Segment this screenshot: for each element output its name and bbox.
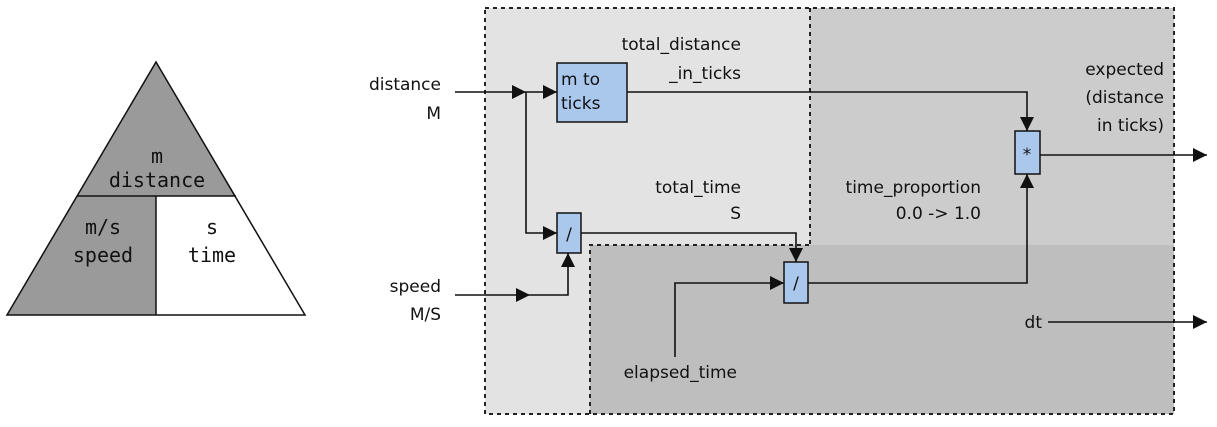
triangle-distance-unit: m [151,144,163,168]
multiply-block-symbol: * [1023,145,1032,165]
triangle-speed-unit: m/s [85,215,121,239]
lower-panel [590,245,1174,414]
divide-block-2-symbol: / [793,274,799,294]
expected-output-line3: in ticks) [1097,116,1164,136]
panels [484,7,1175,415]
formula-triangle: m distance m/s speed s time [5,60,307,316]
outer-panel-border [484,7,1175,415]
triangle-time-label: time [188,243,236,267]
dt-label: dt [1025,313,1043,333]
total-time-label: total_time [655,178,741,198]
distance-input-unit: M [426,104,441,124]
expected-output-line1: expected [1085,60,1164,80]
m-to-ticks-block [556,62,628,123]
speed-input-label: speed [390,277,441,297]
wire-speed-to-divide-1 [530,253,575,296]
wire-distance-to-divide-1 [525,92,557,240]
triangle-time-region [156,196,305,315]
distance-input-label: distance [369,75,441,95]
total-time-unit: S [730,204,741,224]
wire-elapsed-time [674,276,784,357]
total-distance-label-line1: total_distance [622,35,741,55]
speed-input-unit: M/S [410,305,441,325]
triangle-top-region [77,62,236,196]
divide-block-2 [783,261,809,304]
divide-block-1-symbol: / [566,225,572,245]
triangle-speed-label: speed [73,243,133,267]
labels: distance M speed M/S total_distance _in_… [369,35,1164,383]
blocks: m to ticks / / * [556,62,1041,304]
multiply-block [1014,130,1041,175]
m-to-ticks-label-line1: m to [561,70,600,90]
triangle-speed-region [7,196,156,315]
wire-total-time [581,232,803,262]
wires [455,85,1207,357]
lower-panel-border [589,244,810,414]
m-to-ticks-label-line2: ticks [561,94,601,114]
expected-output-line2: (distance [1085,88,1164,108]
total-distance-label-line2: _in_ticks [668,64,741,84]
triangle-time-unit: s [206,215,218,239]
triangle-distance-label: distance [109,168,205,192]
wire-time-proportion [808,174,1034,284]
wire-total-distance-in-ticks [627,91,1034,131]
divide-block-1 [556,212,582,254]
time-proportion-label: time_proportion [846,178,981,198]
time-proportion-range: 0.0 -> 1.0 [896,204,981,224]
elapsed-time-label: elapsed_time [624,363,737,383]
